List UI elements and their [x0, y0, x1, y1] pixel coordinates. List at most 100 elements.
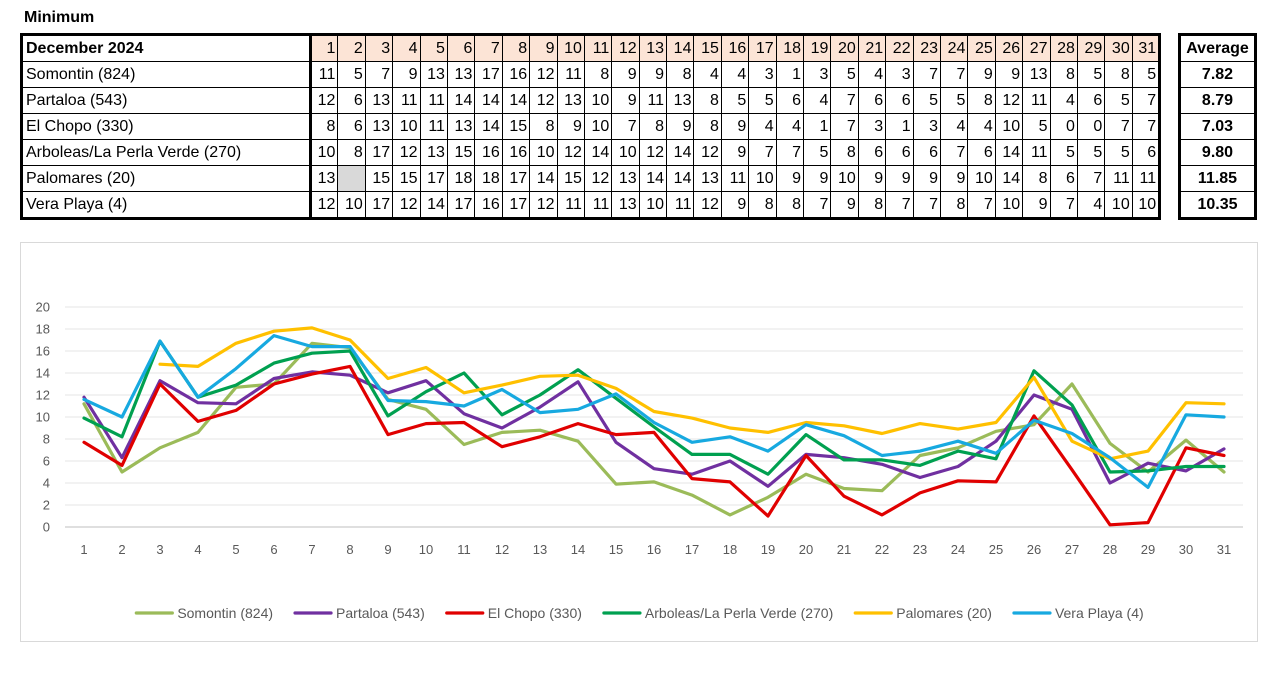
- value-cell: 11: [1022, 139, 1051, 166]
- value-cell: 17: [446, 191, 476, 219]
- value-cell: 9: [392, 61, 421, 88]
- value-cell: 7: [748, 139, 777, 166]
- value-cell: 12: [693, 191, 722, 219]
- value-cell: 8: [529, 113, 558, 140]
- table-row: Palomares (20) 13 15 15 17 18 18 17 14 15 12 13 14 14…: [21, 165, 1161, 192]
- value-cell: 10: [994, 113, 1024, 140]
- value-cell: 17: [419, 165, 448, 192]
- value-cell: 11: [638, 87, 668, 114]
- value-cell: 12: [994, 87, 1024, 114]
- average-row: 10.35: [1179, 191, 1256, 219]
- value-cell: 8: [857, 191, 887, 219]
- value-cell: 18: [446, 165, 476, 192]
- value-cell: 9: [857, 165, 887, 192]
- value-cell: 6: [1049, 165, 1078, 192]
- value-cell: 10: [748, 165, 777, 192]
- value-cell: 8: [748, 191, 777, 219]
- average-value-cell: 7.03: [1179, 113, 1256, 140]
- y-tick-label: 14: [36, 366, 50, 381]
- x-tick-label: 26: [1027, 542, 1041, 557]
- value-cell: 9: [720, 139, 750, 166]
- value-cell: 9: [830, 191, 859, 219]
- value-cell: 10: [611, 139, 640, 166]
- value-cell: 11: [720, 165, 750, 192]
- x-tick-label: 5: [232, 542, 239, 557]
- value-cell: 6: [337, 113, 366, 140]
- value-cell: 12: [638, 139, 668, 166]
- value-cell: 17: [501, 191, 531, 219]
- value-cell: 8: [583, 61, 613, 88]
- value-cell: 4: [1076, 191, 1106, 219]
- value-cell: 9: [638, 61, 668, 88]
- day-header-cell: 29: [1076, 34, 1106, 62]
- x-tick-label: 31: [1217, 542, 1231, 557]
- value-cell: 5: [939, 87, 969, 114]
- day-header-cell: 24: [939, 34, 969, 62]
- y-tick-label: 0: [43, 520, 50, 535]
- x-tick-label: 22: [875, 542, 889, 557]
- average-header-row: Average: [1179, 34, 1256, 62]
- station-name-cell: Palomares (20): [21, 165, 312, 192]
- series-line: [82, 364, 1226, 527]
- value-cell: 5: [720, 87, 750, 114]
- x-tick-label: 1: [80, 542, 87, 557]
- value-cell: 9: [967, 61, 996, 88]
- average-row: 9.80: [1179, 139, 1256, 166]
- value-cell: 3: [912, 113, 941, 140]
- value-cell: 14: [994, 165, 1024, 192]
- average-table: Average 7.82 8.79 7.03 9.80 11.85 10.35: [1178, 33, 1257, 220]
- value-cell: 6: [857, 139, 887, 166]
- station-name-cell: Arboleas/La Perla Verde (270): [21, 139, 312, 166]
- value-cell: 12: [556, 139, 585, 166]
- value-cell: 9: [939, 165, 969, 192]
- value-cell: 7: [1076, 165, 1106, 192]
- value-cell: 12: [583, 165, 613, 192]
- value-cell: 7: [939, 61, 969, 88]
- value-cell: 3: [748, 61, 777, 88]
- value-cell: 9: [666, 113, 695, 140]
- value-cell: 12: [693, 139, 722, 166]
- x-tick-label: 6: [270, 542, 277, 557]
- day-header-cell: 31: [1131, 34, 1161, 62]
- value-cell: 6: [337, 87, 366, 114]
- value-cell: 16: [501, 61, 531, 88]
- value-cell: 13: [693, 165, 722, 192]
- value-cell: 5: [1049, 139, 1078, 166]
- value-cell: 14: [419, 191, 448, 219]
- value-cell: [337, 165, 366, 192]
- value-cell: 16: [501, 139, 531, 166]
- average-row: 7.03: [1179, 113, 1256, 140]
- value-cell: 5: [1104, 139, 1133, 166]
- value-cell: 10: [638, 191, 668, 219]
- value-cell: 12: [309, 87, 339, 114]
- series-line: [82, 370, 1226, 488]
- day-header-cell: 6: [446, 34, 476, 62]
- value-cell: 9: [611, 61, 640, 88]
- value-cell: 10: [1104, 191, 1133, 219]
- x-tick-label: 25: [989, 542, 1003, 557]
- value-cell: 1: [885, 113, 914, 140]
- average-value-cell: 11.85: [1179, 165, 1256, 192]
- value-cell: 5: [1104, 87, 1133, 114]
- value-cell: 13: [364, 87, 394, 114]
- value-cell: 13: [309, 165, 339, 192]
- value-cell: 14: [666, 165, 695, 192]
- value-cell: 10: [583, 113, 613, 140]
- value-cell: 17: [501, 165, 531, 192]
- value-cell: 7: [611, 113, 640, 140]
- value-cell: 13: [556, 87, 585, 114]
- value-cell: 5: [803, 139, 832, 166]
- day-header-cell: 30: [1104, 34, 1133, 62]
- day-header-cell: 22: [885, 34, 914, 62]
- value-cell: 0: [1049, 113, 1078, 140]
- x-tick-label: 20: [799, 542, 813, 557]
- legend-label: Somontin (824): [177, 605, 273, 621]
- value-cell: 12: [392, 191, 421, 219]
- value-cell: 8: [309, 113, 339, 140]
- value-cell: 9: [556, 113, 585, 140]
- x-tick-label: 7: [308, 542, 315, 557]
- value-cell: 11: [309, 61, 339, 88]
- legend-label: Vera Playa (4): [1055, 605, 1144, 621]
- y-tick-label: 12: [36, 388, 50, 403]
- value-cell: 4: [1049, 87, 1078, 114]
